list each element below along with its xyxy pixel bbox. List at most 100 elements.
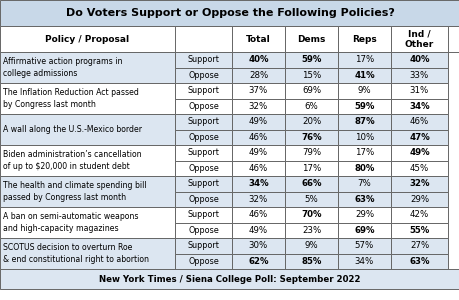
Bar — [231, 160, 285, 176]
Bar — [231, 145, 285, 161]
Bar — [174, 176, 231, 191]
Text: The health and climate spending bill
passed by Congress last month: The health and climate spending bill pas… — [3, 182, 146, 202]
Bar — [231, 98, 285, 114]
Bar — [285, 68, 337, 83]
Bar — [390, 83, 447, 98]
Bar — [390, 176, 447, 191]
Bar — [174, 207, 231, 223]
Bar — [285, 26, 337, 52]
Bar — [285, 238, 337, 254]
Text: 29%: 29% — [354, 210, 373, 219]
Text: 85%: 85% — [301, 257, 321, 266]
Bar — [174, 98, 231, 114]
Text: Affirmative action programs in
college admissions: Affirmative action programs in college a… — [3, 57, 122, 77]
Text: 55%: 55% — [409, 226, 429, 235]
Text: 32%: 32% — [248, 102, 268, 111]
Bar — [285, 254, 337, 269]
Bar — [337, 207, 390, 223]
Bar — [337, 191, 390, 207]
Bar — [174, 114, 231, 130]
Text: 33%: 33% — [409, 71, 428, 80]
Text: 27%: 27% — [409, 241, 428, 250]
Bar — [337, 98, 390, 114]
Bar — [231, 176, 285, 191]
Bar — [0, 114, 174, 145]
Bar — [285, 207, 337, 223]
Bar — [390, 238, 447, 254]
Text: Oppose: Oppose — [188, 164, 218, 173]
Bar — [174, 52, 231, 68]
Bar — [0, 52, 174, 83]
Text: 15%: 15% — [301, 71, 320, 80]
Bar — [174, 191, 231, 207]
Text: Oppose: Oppose — [188, 226, 218, 235]
Text: 32%: 32% — [248, 195, 268, 204]
Bar — [390, 160, 447, 176]
Bar — [174, 26, 231, 52]
Bar — [337, 52, 390, 68]
Bar — [337, 130, 390, 145]
Text: 32%: 32% — [409, 179, 429, 188]
Text: 62%: 62% — [248, 257, 268, 266]
Bar — [390, 26, 447, 52]
Bar — [337, 223, 390, 238]
Bar — [174, 238, 231, 254]
Text: 40%: 40% — [248, 55, 268, 64]
Bar — [231, 238, 285, 254]
Text: Support: Support — [187, 210, 219, 219]
Text: Support: Support — [187, 86, 219, 95]
Bar — [285, 114, 337, 130]
Text: SCOTUS decision to overturn Roe
& end constitutional right to abortion: SCOTUS decision to overturn Roe & end co… — [3, 244, 149, 263]
Bar — [390, 223, 447, 238]
Bar — [337, 145, 390, 161]
Bar — [231, 26, 285, 52]
Text: The Inflation Reduction Act passed
by Congress last month: The Inflation Reduction Act passed by Co… — [3, 88, 139, 109]
Bar — [390, 254, 447, 269]
Bar — [285, 130, 337, 145]
Text: Reps: Reps — [351, 34, 376, 43]
Text: Support: Support — [187, 148, 219, 157]
Text: Oppose: Oppose — [188, 195, 218, 204]
Text: 63%: 63% — [353, 195, 374, 204]
Text: 37%: 37% — [248, 86, 268, 95]
Bar — [0, 26, 459, 52]
Text: 29%: 29% — [409, 195, 428, 204]
Bar — [390, 207, 447, 223]
Bar — [337, 68, 390, 83]
Bar — [390, 68, 447, 83]
Text: 42%: 42% — [409, 210, 428, 219]
Bar — [231, 191, 285, 207]
Text: Oppose: Oppose — [188, 71, 218, 80]
Text: 41%: 41% — [353, 71, 374, 80]
Text: Total: Total — [246, 34, 270, 43]
Bar — [174, 145, 231, 161]
Bar — [0, 83, 174, 114]
Text: 6%: 6% — [304, 102, 318, 111]
Bar — [390, 145, 447, 161]
Text: A wall along the U.S.-Mexico border: A wall along the U.S.-Mexico border — [3, 125, 142, 134]
Text: 34%: 34% — [248, 179, 268, 188]
Text: Support: Support — [187, 179, 219, 188]
Text: A ban on semi-automatic weapons
and high-capacity magazines: A ban on semi-automatic weapons and high… — [3, 212, 138, 232]
Bar — [285, 176, 337, 191]
Text: Do Voters Support or Oppose the Following Policies?: Do Voters Support or Oppose the Followin… — [66, 8, 393, 18]
Bar — [0, 145, 174, 176]
Bar — [231, 68, 285, 83]
Text: 9%: 9% — [304, 241, 318, 250]
Text: Ind /
Other: Ind / Other — [404, 29, 433, 49]
Text: 31%: 31% — [409, 86, 428, 95]
Text: 20%: 20% — [301, 117, 320, 126]
Text: 5%: 5% — [304, 195, 318, 204]
Text: Support: Support — [187, 117, 219, 126]
Text: 66%: 66% — [301, 179, 321, 188]
Text: 46%: 46% — [248, 164, 268, 173]
Text: 59%: 59% — [353, 102, 374, 111]
Bar — [390, 98, 447, 114]
Text: 17%: 17% — [354, 148, 373, 157]
Bar — [0, 207, 174, 238]
Bar — [174, 223, 231, 238]
Text: 80%: 80% — [353, 164, 374, 173]
Bar — [0, 238, 174, 269]
Text: Oppose: Oppose — [188, 133, 218, 142]
Text: 40%: 40% — [409, 55, 429, 64]
